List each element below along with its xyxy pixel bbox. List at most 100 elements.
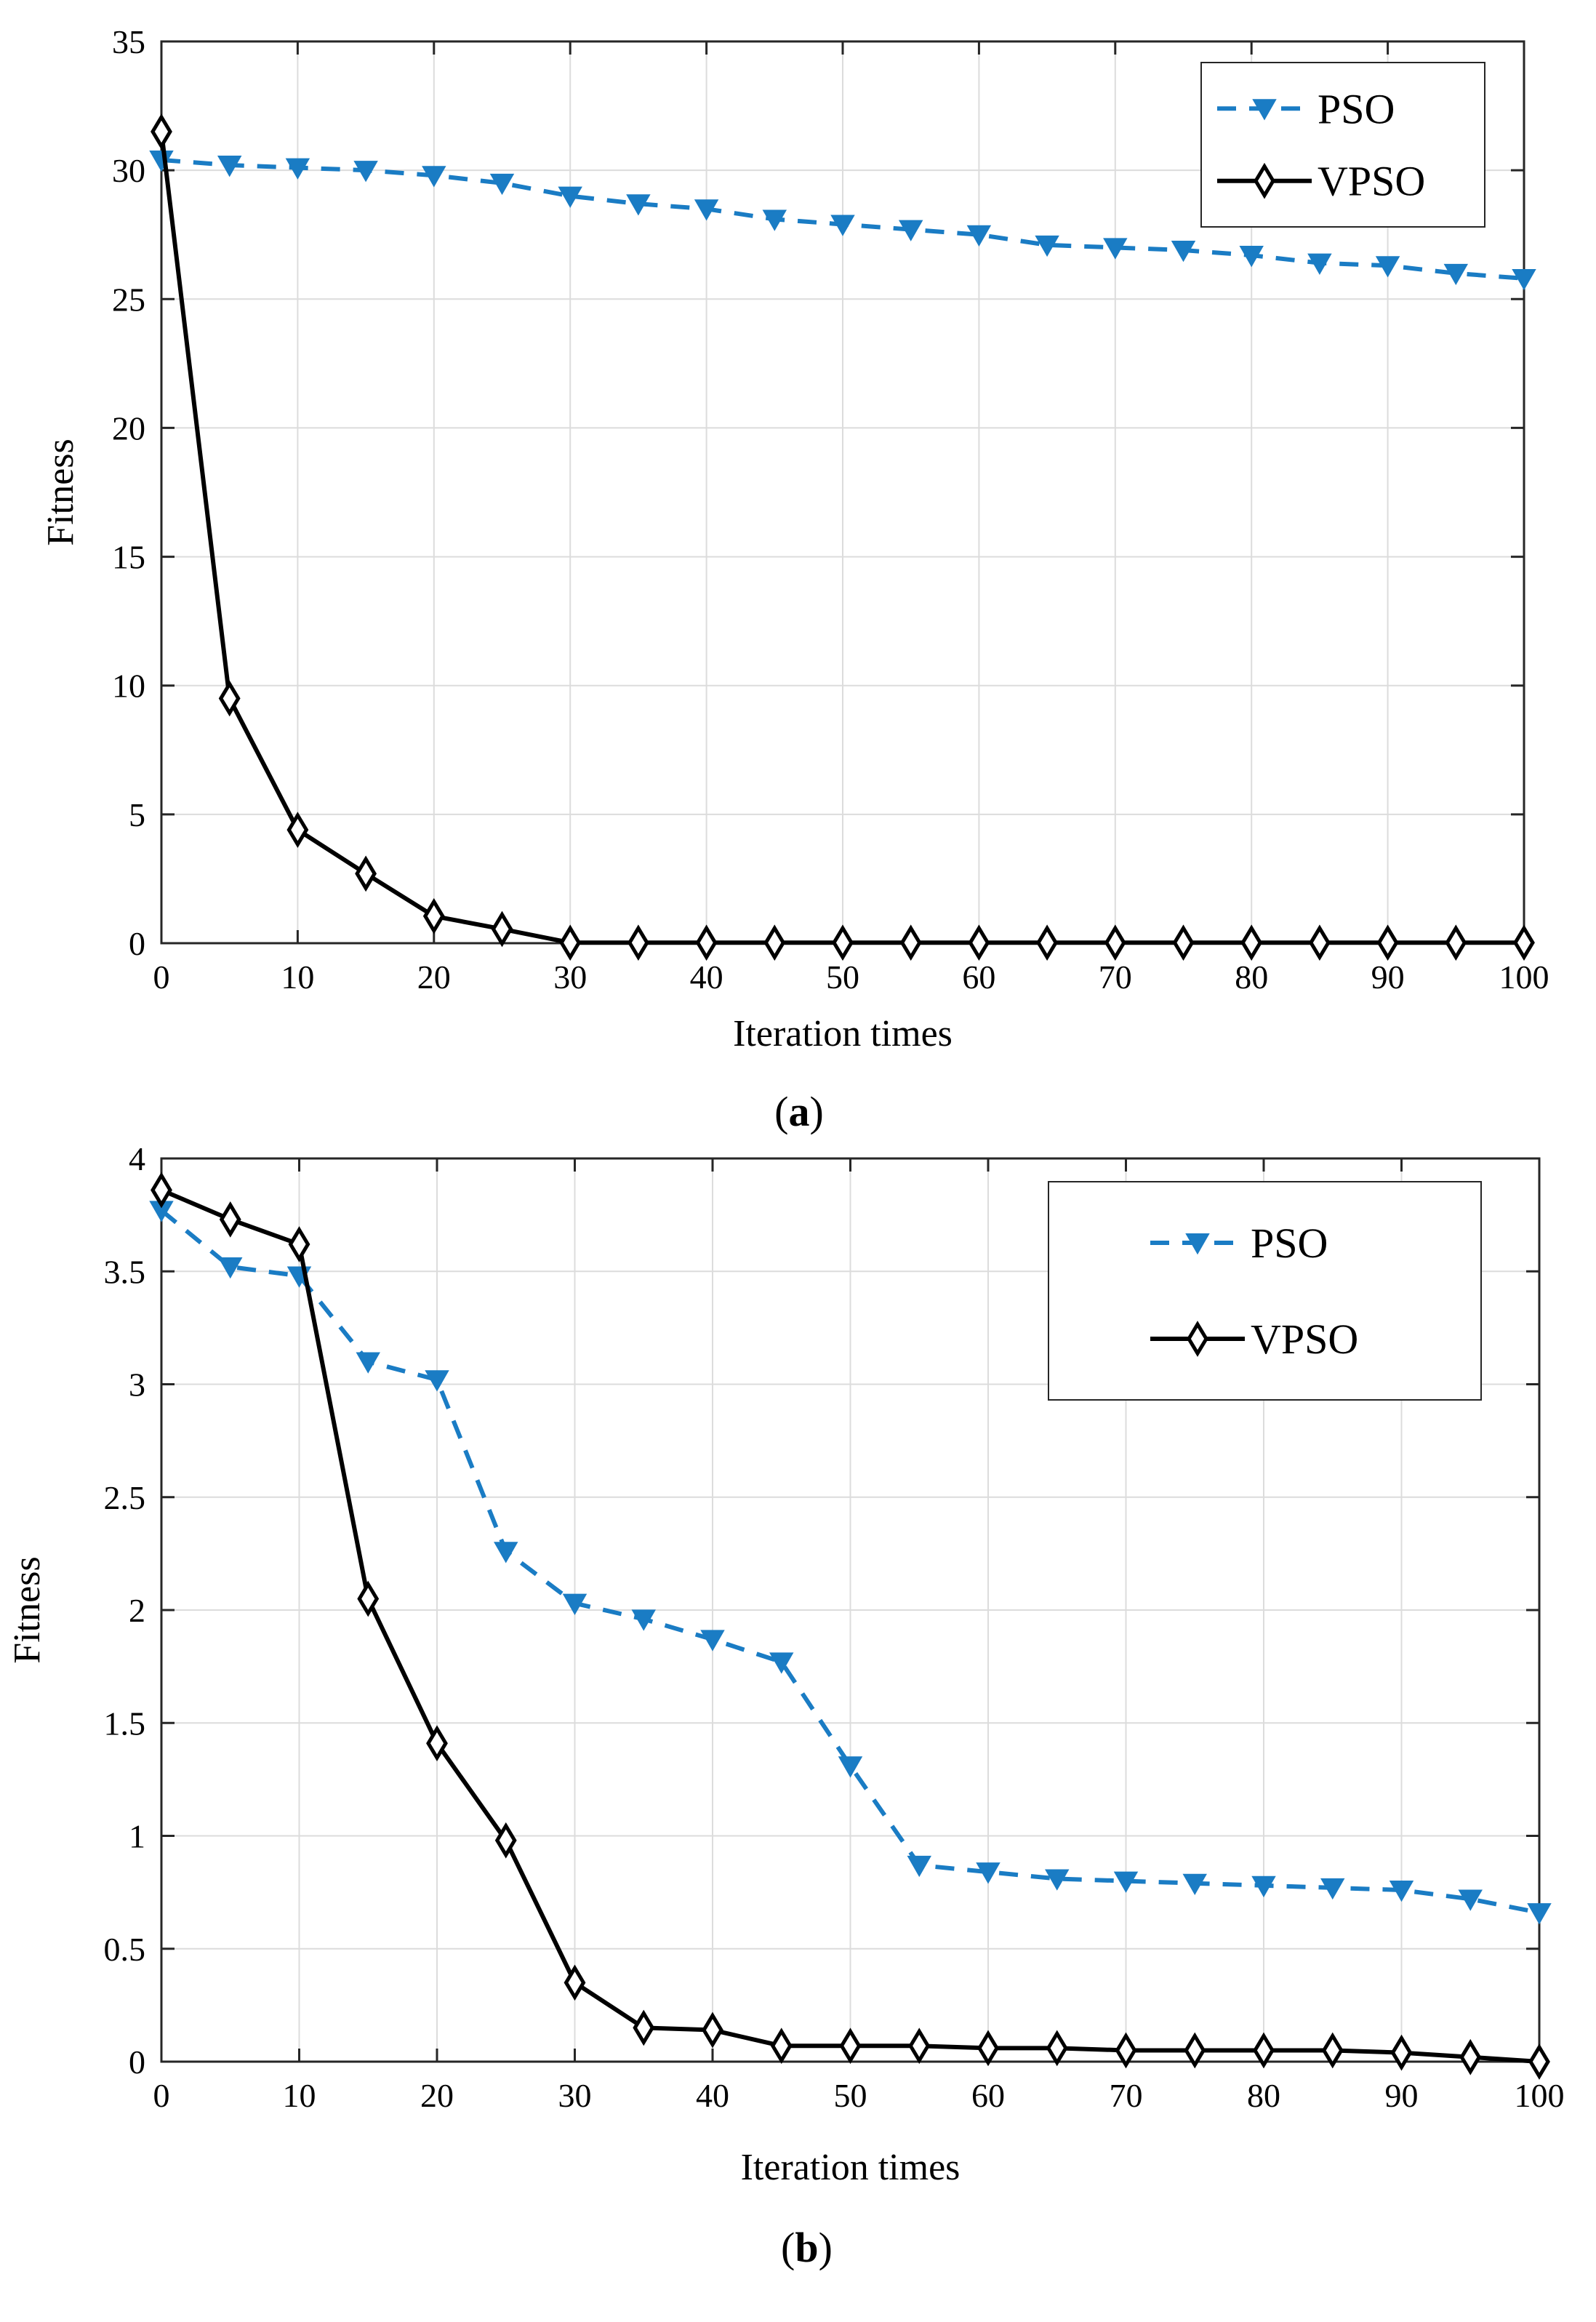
vpso-point xyxy=(355,855,377,892)
vpso-point xyxy=(151,113,172,150)
pso-point xyxy=(1239,246,1264,268)
x-tick-label: 10 xyxy=(283,2077,316,2114)
vpso-point xyxy=(1459,2038,1482,2075)
pso-point xyxy=(1512,268,1536,291)
pso-point xyxy=(285,158,310,180)
pso-point xyxy=(422,166,446,188)
pso-point xyxy=(769,1652,794,1674)
pso-point xyxy=(217,156,242,177)
pso-point xyxy=(558,186,582,208)
pso-point xyxy=(1307,253,1332,275)
vpso-point xyxy=(219,1201,241,1238)
x-tick-label: 70 xyxy=(1099,958,1132,996)
legend-vpso-marker xyxy=(1187,1321,1208,1357)
vpso-point xyxy=(702,2011,723,2049)
pso-point xyxy=(1443,263,1469,286)
x-tick-label: 20 xyxy=(420,2077,454,2114)
vpso-point xyxy=(288,1226,310,1262)
x-tick-label: 40 xyxy=(696,2077,729,2114)
y-tick-label: 1.5 xyxy=(104,1705,146,1742)
pso-point xyxy=(1251,1875,1276,1898)
legend-vpso-label: VPSO xyxy=(1251,1316,1358,1363)
x-axis-label: Iteration times xyxy=(733,1013,953,1054)
vpso-point xyxy=(422,897,445,934)
pso-point xyxy=(1103,238,1128,260)
pso-point xyxy=(489,173,515,196)
vpso-point xyxy=(1240,924,1263,961)
pso-point xyxy=(1113,1871,1139,1893)
vpso-point xyxy=(1376,924,1399,961)
pso-point xyxy=(762,209,787,231)
figure-caption: (a) xyxy=(774,1088,824,1135)
x-tick-label: 80 xyxy=(1235,958,1268,996)
pso-point xyxy=(838,1756,863,1778)
vpso-point xyxy=(218,680,241,717)
vpso-point xyxy=(1445,924,1467,961)
vpso-point xyxy=(968,924,990,961)
x-tick-label: 40 xyxy=(690,958,723,996)
vpso-point xyxy=(977,2030,999,2067)
caption-open: ( xyxy=(781,2224,795,2271)
vpso-point xyxy=(559,924,582,961)
x-tick-label: 60 xyxy=(971,2077,1005,2114)
vpso-point xyxy=(1528,2043,1550,2080)
pso-point xyxy=(1035,235,1059,257)
series-pso xyxy=(149,1201,1552,1925)
vpso-point xyxy=(1321,2032,1344,2069)
vpso-point xyxy=(1308,924,1331,961)
ticks: 0 10 20 30 40 50 60 70 80 90 100 0 0.5 1 1.5 2 2.5 3 3.5 4 xyxy=(104,1140,1565,2114)
pso-point xyxy=(626,194,651,216)
x-tick-label: 80 xyxy=(1247,2077,1280,2114)
x-tick-label: 90 xyxy=(1385,2077,1419,2114)
pso-point xyxy=(1527,1903,1552,1925)
pso-point xyxy=(907,1855,931,1878)
pso-point xyxy=(830,215,855,236)
legend-box xyxy=(1048,1181,1482,1401)
x-tick-label: 30 xyxy=(553,958,587,996)
caption-letter: a xyxy=(789,1088,810,1135)
x-tick-label: 100 xyxy=(1515,2077,1565,2114)
legend: PSO VPSO xyxy=(1200,62,1485,228)
y-tick-label: 30 xyxy=(112,152,145,189)
pso-point xyxy=(1320,1878,1345,1900)
x-tick-label: 30 xyxy=(558,2077,592,2114)
series-pso xyxy=(149,150,1536,291)
chart-a: 0 10 20 30 40 50 60 70 80 90 100 0 5 10 15 20 25 30 35 Iter… xyxy=(40,23,1549,1135)
y-tick-label: 1 xyxy=(129,1818,145,1855)
chart-b: 0 10 20 30 40 50 60 70 80 90 100 0 0.5 1 1.5 2 2.5 3 3.5 4 I… xyxy=(7,1140,1565,2271)
pso-point xyxy=(694,199,719,221)
pso-point xyxy=(1389,1881,1414,1902)
vpso-point xyxy=(899,924,922,961)
caption-letter: b xyxy=(795,2224,818,2271)
pso-point xyxy=(356,1352,380,1374)
y-tick-label: 10 xyxy=(112,668,145,705)
x-tick-label: 50 xyxy=(834,2077,867,2114)
vpso-point xyxy=(1046,2030,1068,2067)
pso-point xyxy=(353,161,378,183)
y-tick-label: 35 xyxy=(112,23,145,60)
y-tick-label: 2.5 xyxy=(104,1479,146,1516)
legend-pso-marker xyxy=(1185,1233,1210,1255)
pso-point xyxy=(1458,1889,1483,1911)
x-axis-label: Iteration times xyxy=(741,2147,961,2188)
vpso-point xyxy=(1115,2032,1137,2069)
vpso-point xyxy=(1172,924,1195,961)
x-tick-label: 90 xyxy=(1371,958,1405,996)
y-tick-label: 5 xyxy=(129,796,145,833)
caption-close: ) xyxy=(819,2224,833,2271)
legend-pso-label: PSO xyxy=(1251,1220,1328,1267)
x-tick-label: 50 xyxy=(826,958,859,996)
vpso-point xyxy=(763,924,786,961)
series-vpso xyxy=(151,1172,1550,2080)
legend-vpso-marker xyxy=(1254,162,1275,199)
pso-point xyxy=(966,225,992,247)
x-tick-label: 0 xyxy=(153,2077,170,2114)
pso-point xyxy=(218,1257,243,1279)
vpso-point xyxy=(426,1725,448,1762)
vpso-point xyxy=(770,2027,793,2065)
caption-open: ( xyxy=(774,1088,788,1135)
y-tick-label: 0 xyxy=(129,925,145,962)
pso-point xyxy=(1045,1869,1070,1891)
